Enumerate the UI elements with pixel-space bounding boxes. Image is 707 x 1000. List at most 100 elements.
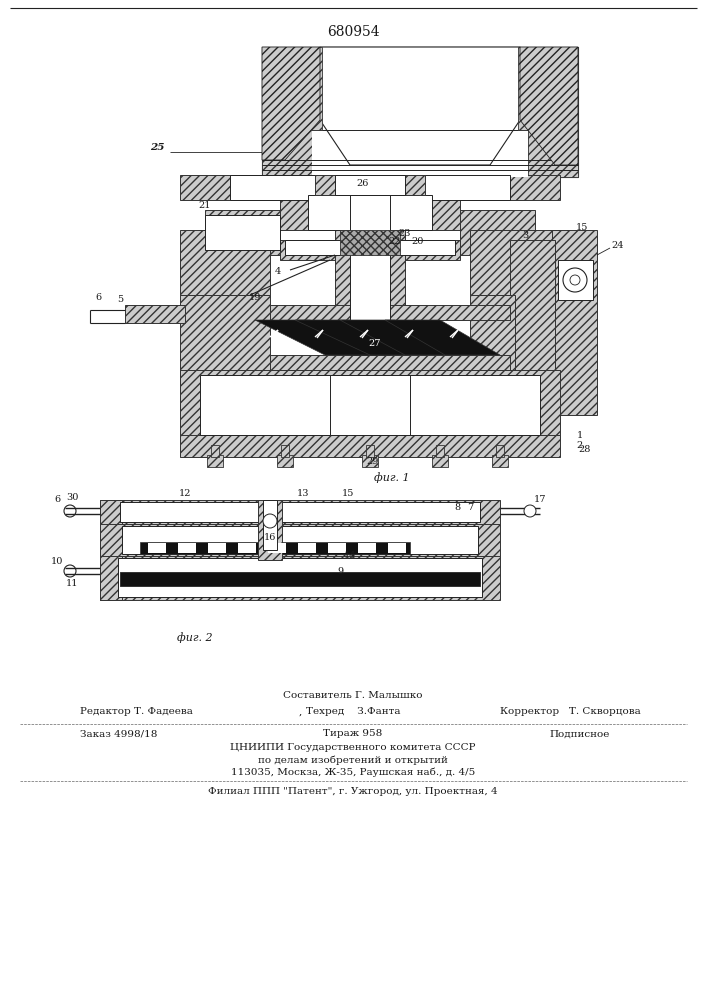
Bar: [211, 445, 219, 457]
Bar: [436, 445, 444, 457]
Text: 680954: 680954: [327, 25, 380, 39]
Bar: [308, 195, 432, 230]
Text: 29: 29: [367, 458, 379, 466]
Text: 23: 23: [399, 229, 411, 237]
Text: 21: 21: [199, 200, 211, 210]
Bar: [280, 195, 460, 230]
Text: 6: 6: [54, 495, 60, 504]
Bar: [312, 130, 578, 177]
Text: ЦНИИПИ Государственного комитета СССР: ЦНИИПИ Государственного комитета СССР: [230, 744, 476, 752]
Text: 19: 19: [249, 294, 261, 302]
Text: 17: 17: [534, 495, 547, 504]
Bar: [285, 240, 455, 255]
Bar: [262, 47, 312, 177]
Bar: [180, 435, 560, 457]
Bar: [350, 195, 390, 355]
Text: 3: 3: [522, 231, 528, 239]
Bar: [100, 500, 122, 600]
Circle shape: [524, 505, 536, 517]
Bar: [298, 543, 316, 553]
Bar: [528, 47, 578, 177]
Text: фиг. 1: фиг. 1: [374, 473, 410, 483]
Bar: [180, 295, 270, 415]
Bar: [358, 543, 376, 553]
Bar: [510, 240, 555, 410]
Circle shape: [263, 514, 277, 528]
Text: Тираж 958: Тираж 958: [323, 730, 382, 738]
Bar: [205, 210, 280, 255]
Text: 7: 7: [467, 504, 473, 512]
Bar: [180, 175, 560, 200]
Text: 30: 30: [66, 492, 78, 502]
Text: по делам изобретений и открытий: по делам изобретений и открытий: [258, 755, 448, 765]
Text: 113035, Москза, Ж-35, Раушская наб., д. 4/5: 113035, Москза, Ж-35, Раушская наб., д. …: [231, 767, 475, 777]
Text: 11: 11: [66, 578, 78, 587]
Text: 9: 9: [337, 568, 343, 576]
Bar: [328, 543, 346, 553]
Text: 14: 14: [344, 550, 356, 560]
Bar: [330, 375, 410, 435]
Text: фиг. 2: фиг. 2: [177, 633, 213, 643]
Text: 1: 1: [577, 430, 583, 440]
Bar: [263, 500, 277, 550]
Bar: [207, 455, 223, 467]
Text: ,: ,: [298, 708, 302, 716]
Bar: [552, 230, 597, 415]
Bar: [496, 445, 504, 457]
Text: 25: 25: [150, 143, 164, 152]
Polygon shape: [255, 320, 390, 355]
Bar: [335, 195, 405, 355]
Text: 4: 4: [275, 267, 281, 276]
Bar: [180, 370, 560, 440]
Bar: [238, 543, 256, 553]
Bar: [100, 555, 500, 600]
Bar: [208, 543, 226, 553]
Text: 20: 20: [411, 237, 424, 246]
Bar: [262, 47, 578, 177]
Text: 15: 15: [341, 488, 354, 497]
Text: Подписное: Подписное: [550, 730, 610, 738]
Polygon shape: [385, 320, 500, 355]
Text: 6: 6: [95, 292, 101, 302]
Text: 12: 12: [179, 488, 192, 497]
Polygon shape: [262, 47, 320, 160]
Polygon shape: [320, 47, 520, 165]
Text: 24: 24: [612, 240, 624, 249]
Text: Заказ 4998/18: Заказ 4998/18: [80, 730, 158, 738]
Bar: [366, 445, 374, 457]
Text: 10: 10: [51, 556, 63, 566]
Bar: [205, 215, 280, 250]
Bar: [268, 543, 286, 553]
Bar: [178, 543, 196, 553]
Bar: [118, 558, 482, 597]
Text: 15: 15: [575, 223, 588, 232]
Bar: [340, 230, 400, 255]
Text: 26: 26: [357, 178, 369, 188]
Text: 2: 2: [577, 440, 583, 450]
Polygon shape: [340, 320, 460, 355]
Bar: [262, 47, 322, 130]
Bar: [362, 455, 378, 467]
Text: 28: 28: [579, 446, 591, 454]
Bar: [200, 375, 540, 435]
Text: 5: 5: [117, 296, 123, 304]
Bar: [270, 305, 510, 320]
Text: Корректор   Т. Скворцова: Корректор Т. Скворцова: [500, 708, 641, 716]
Bar: [492, 455, 508, 467]
Text: Техред    З.Фанта: Техред З.Фанта: [305, 708, 400, 716]
Bar: [270, 355, 510, 370]
Bar: [258, 500, 282, 560]
Bar: [120, 572, 480, 586]
Text: 8: 8: [454, 504, 460, 512]
Bar: [100, 500, 500, 525]
Bar: [470, 230, 560, 295]
Text: Составитель Г. Малышко: Составитель Г. Малышко: [284, 692, 423, 700]
Bar: [148, 543, 166, 553]
Bar: [180, 230, 270, 295]
Text: Филиал ППП "Патент", г. Ужгород, ул. Проектная, 4: Филиал ППП "Патент", г. Ужгород, ул. Про…: [208, 788, 498, 796]
Text: 27: 27: [369, 338, 381, 348]
Text: 13: 13: [297, 488, 309, 497]
Bar: [280, 240, 460, 260]
Text: 16: 16: [264, 534, 276, 542]
Text: Редактор Т. Фадеева: Редактор Т. Фадеева: [80, 708, 193, 716]
